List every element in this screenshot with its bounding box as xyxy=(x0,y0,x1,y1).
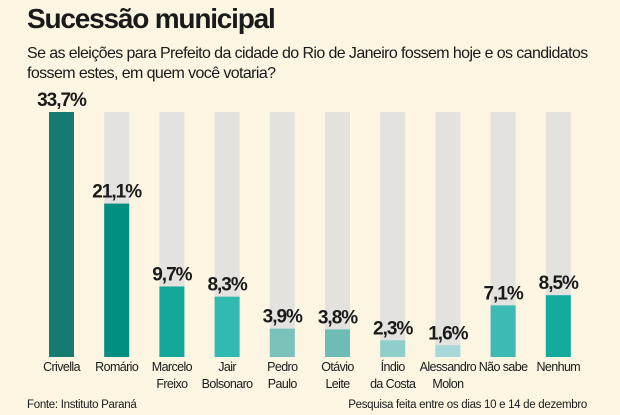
bar xyxy=(104,203,130,357)
survey-date-note: Pesquisa feita entre os dias 10 e 14 de … xyxy=(348,399,587,411)
bar xyxy=(490,305,516,357)
category-label: Índio xyxy=(381,359,406,374)
data-label: 9,7% xyxy=(152,264,192,285)
data-label: 1,6% xyxy=(428,323,468,344)
category-label: Otávio xyxy=(321,360,354,374)
chart-subtitle: Se as eleições para Prefeito da cidade d… xyxy=(27,45,588,82)
bar xyxy=(214,296,240,357)
category-label: Jair xyxy=(218,360,236,374)
category-label: Bolsonaro xyxy=(202,377,254,391)
data-label: 33,7% xyxy=(37,90,87,111)
bar xyxy=(545,295,571,357)
category-label: Marcelo xyxy=(152,360,193,374)
bar xyxy=(159,286,185,357)
bar-track xyxy=(435,112,461,357)
data-label: 7,1% xyxy=(483,283,523,304)
category-label: Nenhum xyxy=(536,360,580,374)
source-note: Fonte: Instituto Paraná xyxy=(27,399,137,411)
data-label: 3,8% xyxy=(318,307,358,328)
category-label: Crivella xyxy=(43,360,81,374)
category-label: Molon xyxy=(432,377,464,391)
data-label: 2,3% xyxy=(373,318,413,339)
data-label: 3,9% xyxy=(263,307,303,328)
bar-track xyxy=(380,112,406,357)
bar xyxy=(380,340,406,357)
category-label: Freixo xyxy=(156,377,188,391)
data-label: 21,1% xyxy=(92,182,142,203)
data-label: 8,3% xyxy=(207,275,247,296)
category-label: Leite xyxy=(325,377,350,391)
bar-track xyxy=(269,112,295,357)
bar xyxy=(325,329,350,357)
data-label: 8,5% xyxy=(539,273,579,294)
category-label: da Costa xyxy=(370,377,416,391)
category-label: Pedro xyxy=(267,360,298,374)
category-label: Romário xyxy=(95,360,139,374)
bar xyxy=(269,328,295,357)
category-label: Alessandro xyxy=(420,360,477,374)
bar xyxy=(49,112,74,357)
chart-title: Sucessão municipal xyxy=(27,3,276,34)
bar xyxy=(435,345,461,357)
category-label: Paulo xyxy=(268,377,298,391)
bar-track xyxy=(325,112,350,357)
category-label: Não sabe xyxy=(479,360,528,374)
